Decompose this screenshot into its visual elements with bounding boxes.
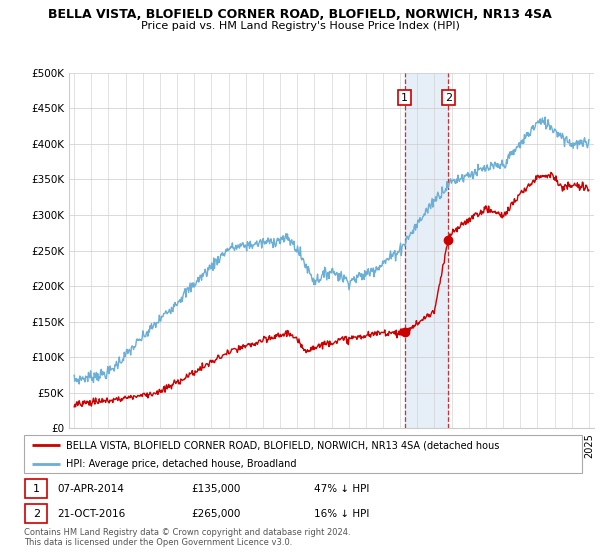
Bar [405, 73, 448, 428]
Text: 21-OCT-2016: 21-OCT-2016 [58, 508, 126, 519]
Text: BELLA VISTA, BLOFIELD CORNER ROAD, BLOFIELD, NORWICH, NR13 4SA: BELLA VISTA, BLOFIELD CORNER ROAD, BLOFI… [48, 8, 552, 21]
Text: 1: 1 [401, 93, 408, 102]
Text: £265,000: £265,000 [191, 508, 241, 519]
Text: 47% ↓ HPI: 47% ↓ HPI [314, 484, 370, 494]
Text: 07-APR-2014: 07-APR-2014 [58, 484, 124, 494]
Bar [25, 504, 47, 523]
Text: 2: 2 [445, 93, 452, 102]
Text: HPI: Average price, detached house, Broadland: HPI: Average price, detached house, Broa… [66, 459, 296, 469]
Text: BELLA VISTA, BLOFIELD CORNER ROAD, BLOFIELD, NORWICH, NR13 4SA (detached hous: BELLA VISTA, BLOFIELD CORNER ROAD, BLOFI… [66, 440, 499, 450]
Text: Contains HM Land Registry data © Crown copyright and database right 2024.
This d: Contains HM Land Registry data © Crown c… [24, 528, 350, 547]
Bar [25, 479, 47, 498]
Text: 1: 1 [33, 484, 40, 494]
Text: 16% ↓ HPI: 16% ↓ HPI [314, 508, 370, 519]
Text: £135,000: £135,000 [191, 484, 241, 494]
Text: 2: 2 [33, 508, 40, 519]
Text: Price paid vs. HM Land Registry's House Price Index (HPI): Price paid vs. HM Land Registry's House … [140, 21, 460, 31]
